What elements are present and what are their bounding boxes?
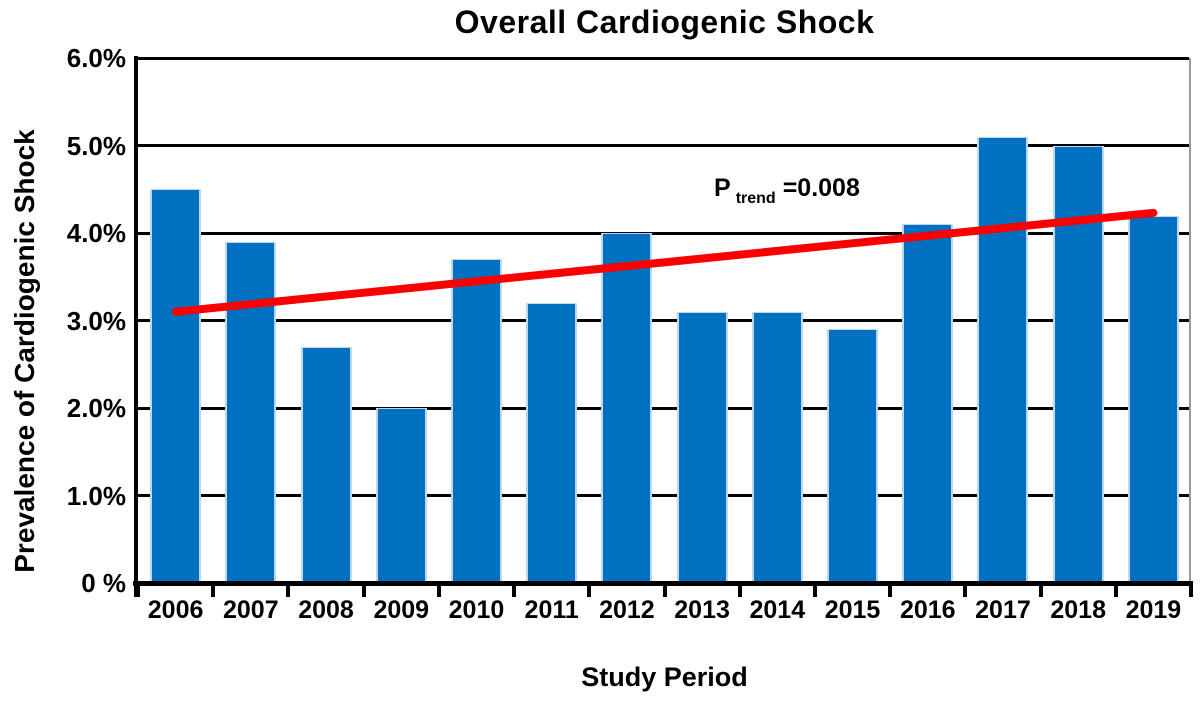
y-axis-line [134, 56, 138, 597]
x-tick-label-2012: 2012 [599, 596, 655, 624]
x-axis-tick [361, 584, 366, 597]
gridline-4.0% [138, 231, 1189, 235]
x-axis-tick [136, 584, 140, 597]
y-tick-label-3.0%: 3.0% [66, 305, 126, 336]
trend-line-layer [171, 208, 1158, 316]
gridline-2.0% [138, 406, 1189, 410]
y-tick-label-4.0%: 4.0% [66, 218, 126, 248]
x-tick-label-2017: 2017 [975, 596, 1031, 624]
x-tick-label-2015: 2015 [824, 596, 881, 624]
trend-line [171, 208, 1158, 316]
x-tick-label-2006: 2006 [147, 596, 204, 624]
x-axis-tick [737, 584, 742, 597]
y-tick-label-0 %: 0 % [81, 568, 126, 598]
x-tick-label-2018: 2018 [1050, 596, 1106, 624]
bar-2012 [601, 233, 653, 583]
annotation-p: P [714, 174, 731, 202]
x-tick-label-2019: 2019 [1125, 596, 1182, 624]
chart-title: Overall Cardiogenic Shock [454, 4, 875, 40]
annotation-value: =0.008 [782, 174, 860, 202]
bar-2010 [450, 259, 502, 583]
bar-2009 [375, 408, 427, 583]
gridline-5.0% [138, 144, 1189, 147]
x-tick-label-2007: 2007 [223, 596, 279, 624]
x-axis-tick [1038, 584, 1043, 597]
x-axis-tick [211, 584, 216, 597]
x-tick-label-2009: 2009 [373, 596, 430, 624]
y-tick-label-1.0%: 1.0% [66, 480, 126, 511]
x-axis-tick [812, 584, 817, 597]
x-axis-tick [587, 584, 592, 597]
y-tick-label-2.0%: 2.0% [66, 393, 126, 423]
x-axis-tick [436, 584, 441, 597]
bar-2014 [751, 311, 803, 583]
x-axis-tick [1113, 584, 1118, 597]
gridline-6.0% [138, 56, 1189, 60]
bar-2013 [676, 311, 728, 583]
bar-2006 [150, 189, 202, 583]
x-axis-tick [963, 584, 968, 597]
bar-2017 [977, 136, 1029, 583]
x-tick-label-2010: 2010 [448, 596, 505, 624]
x-tick-label-2014: 2014 [749, 596, 806, 624]
x-axis-line [133, 581, 1193, 586]
gridline-1.0% [138, 494, 1189, 497]
annotation-subscript: trend [735, 190, 776, 207]
x-axis-tick [512, 584, 517, 597]
bar-2019 [1127, 215, 1179, 583]
y-tick-label-6.0%: 6.0% [66, 43, 126, 73]
bar-2011 [526, 303, 578, 583]
x-axis-title: Study Period [581, 662, 748, 692]
x-tick-label-2011: 2011 [524, 596, 579, 624]
x-axis-tick [286, 584, 291, 597]
x-tick-label-2008: 2008 [298, 596, 354, 624]
bar-2015 [827, 329, 879, 583]
y-tick-label-5.0%: 5.0% [66, 130, 126, 161]
x-axis-tick [1189, 584, 1193, 597]
bar-2008 [300, 346, 352, 583]
bar-2016 [902, 224, 954, 583]
x-tick-label-2016: 2016 [899, 596, 956, 624]
x-tick-label-2013: 2013 [674, 596, 730, 624]
x-axis-tick [662, 584, 667, 597]
gridline-3.0% [138, 319, 1189, 322]
x-axis-tick [888, 584, 893, 597]
